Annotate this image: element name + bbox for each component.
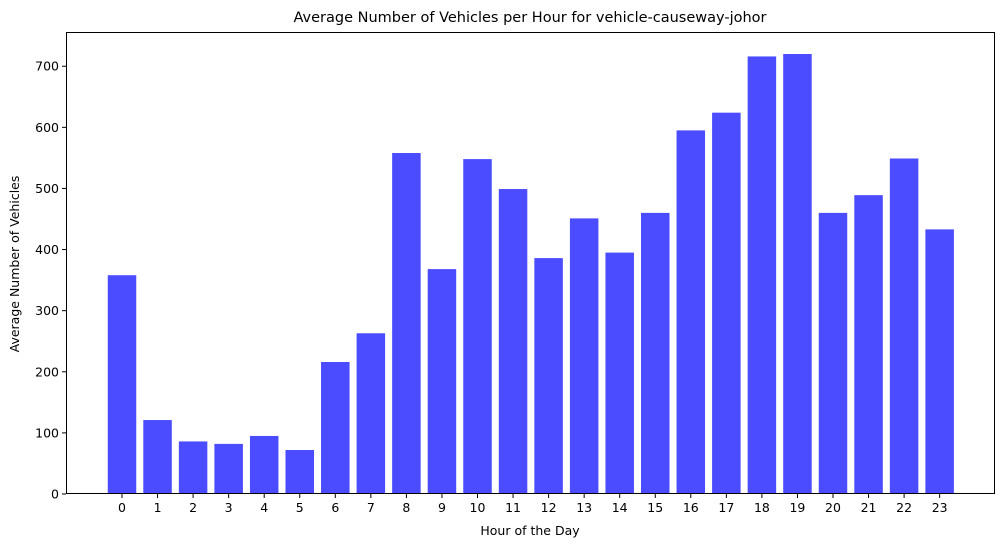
x-tick-label: 22 bbox=[896, 500, 912, 515]
x-tick-label: 19 bbox=[789, 500, 805, 515]
x-axis-ticks: 0 1 2 3 4 5 6 7 8 9 10 11 12 13 14 15 16 17 18 19 20 21 22 23 bbox=[118, 494, 948, 515]
x-tick-label: 16 bbox=[683, 500, 699, 515]
y-tick-label: 700 bbox=[35, 59, 59, 74]
chart-title: Average Number of Vehicles per Hour for … bbox=[293, 10, 766, 26]
x-tick-label: 10 bbox=[470, 500, 486, 515]
bar-hour-5 bbox=[285, 450, 314, 494]
y-tick-label: 400 bbox=[35, 242, 59, 257]
bar-hour-4 bbox=[249, 435, 279, 494]
x-tick-label: 4 bbox=[260, 500, 268, 515]
y-tick-label: 100 bbox=[35, 425, 59, 440]
y-axis-label: Average Number of Vehicles bbox=[7, 176, 22, 353]
plot-frame bbox=[66, 32, 995, 494]
x-tick-label: 21 bbox=[861, 500, 877, 515]
bar-hour-13 bbox=[569, 218, 599, 494]
x-tick-label: 12 bbox=[541, 500, 557, 515]
y-tick-label: 300 bbox=[35, 303, 59, 318]
x-tick-label: 23 bbox=[932, 500, 948, 515]
bar-hour-23 bbox=[925, 229, 954, 494]
bar-hour-15 bbox=[641, 212, 670, 494]
x-tick-label: 13 bbox=[576, 500, 592, 515]
bar-hour-7 bbox=[356, 333, 386, 494]
bar-hour-9 bbox=[427, 269, 457, 494]
x-tick-label: 8 bbox=[402, 500, 410, 515]
x-axis-label: Hour of the Day bbox=[480, 523, 580, 538]
x-tick-label: 18 bbox=[754, 500, 770, 515]
bar-hour-1 bbox=[143, 420, 172, 494]
bar-hour-6 bbox=[321, 362, 350, 494]
x-tick-label: 20 bbox=[825, 500, 841, 515]
x-tick-label: 0 bbox=[118, 500, 126, 515]
bar-hour-16 bbox=[676, 130, 706, 494]
bar-hour-10 bbox=[463, 159, 492, 494]
bar-hour-20 bbox=[818, 212, 848, 494]
bar-hour-0 bbox=[107, 275, 137, 494]
bar-hour-17 bbox=[712, 112, 741, 495]
y-tick-label: 200 bbox=[35, 364, 59, 379]
bar-hour-19 bbox=[783, 54, 812, 494]
bar-hour-14 bbox=[605, 252, 634, 494]
x-tick-label: 11 bbox=[505, 500, 521, 515]
x-tick-label: 14 bbox=[612, 500, 628, 515]
y-tick-label: 0 bbox=[51, 487, 59, 502]
bar-hour-12 bbox=[534, 258, 563, 494]
bar-hour-3 bbox=[214, 443, 243, 494]
x-tick-label: 5 bbox=[296, 500, 304, 515]
bar-hour-11 bbox=[498, 189, 528, 495]
bar-hour-22 bbox=[889, 158, 919, 494]
x-tick-label: 1 bbox=[154, 500, 162, 515]
bar-hour-2 bbox=[178, 441, 208, 494]
bar-hour-18 bbox=[747, 56, 777, 494]
y-tick-label: 600 bbox=[35, 120, 59, 135]
x-tick-label: 2 bbox=[189, 500, 197, 515]
bar-hour-8 bbox=[392, 153, 421, 494]
bar-hour-21 bbox=[854, 195, 883, 494]
y-tick-label: 500 bbox=[35, 181, 59, 196]
x-tick-label: 7 bbox=[367, 500, 375, 515]
x-tick-label: 17 bbox=[718, 500, 734, 515]
x-tick-label: 9 bbox=[438, 500, 446, 515]
y-axis-ticks: 0 100 200 300 400 500 600 700 bbox=[35, 59, 66, 502]
x-tick-label: 3 bbox=[225, 500, 233, 515]
x-tick-label: 15 bbox=[647, 500, 663, 515]
x-tick-label: 6 bbox=[331, 500, 339, 515]
bars-group bbox=[107, 54, 954, 495]
